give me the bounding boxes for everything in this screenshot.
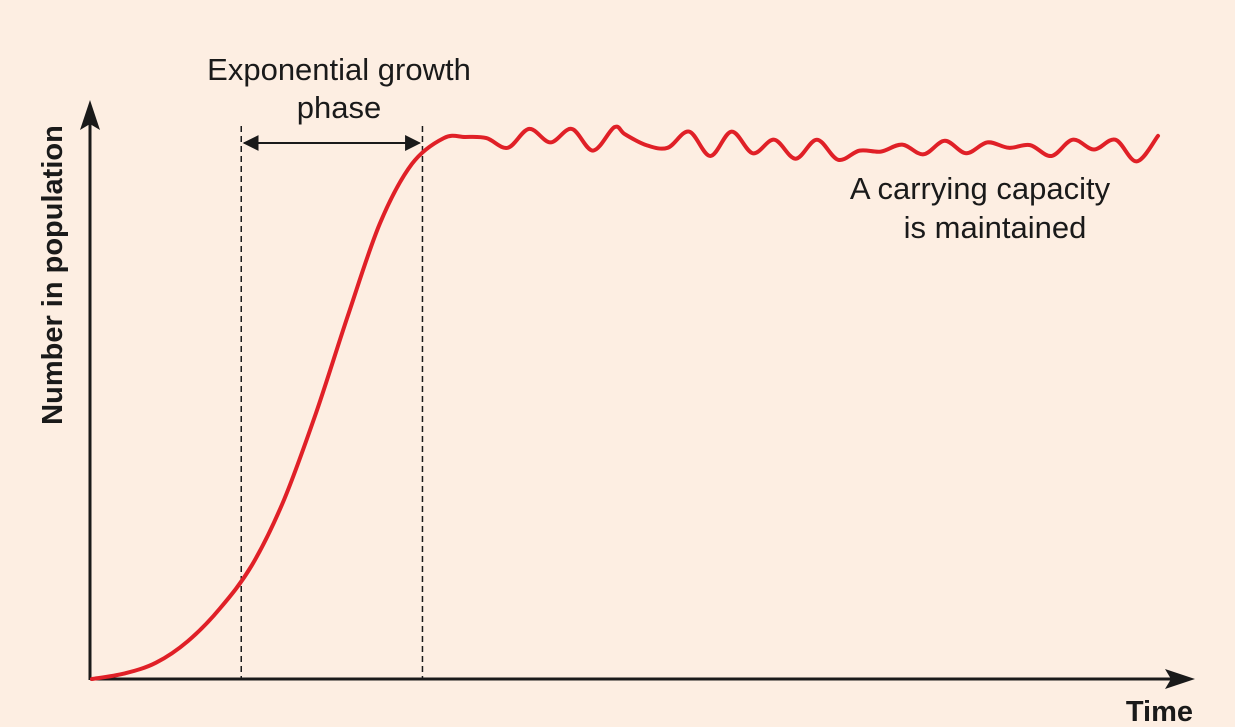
y-axis-arrowhead	[80, 100, 100, 130]
population-curve	[90, 124, 1160, 681]
annotation-exponential-line2: phase	[297, 90, 381, 125]
x-axis-arrowhead	[1165, 669, 1195, 689]
annotation-exponential-line1: Exponential growth	[207, 52, 471, 87]
annotation-carrying-line1: A carrying capacity	[850, 171, 1111, 206]
x-axis-title: Time	[1126, 696, 1193, 727]
y-axis-title: Number in population	[37, 125, 69, 425]
annotation-carrying-line2: is maintained	[904, 210, 1087, 245]
